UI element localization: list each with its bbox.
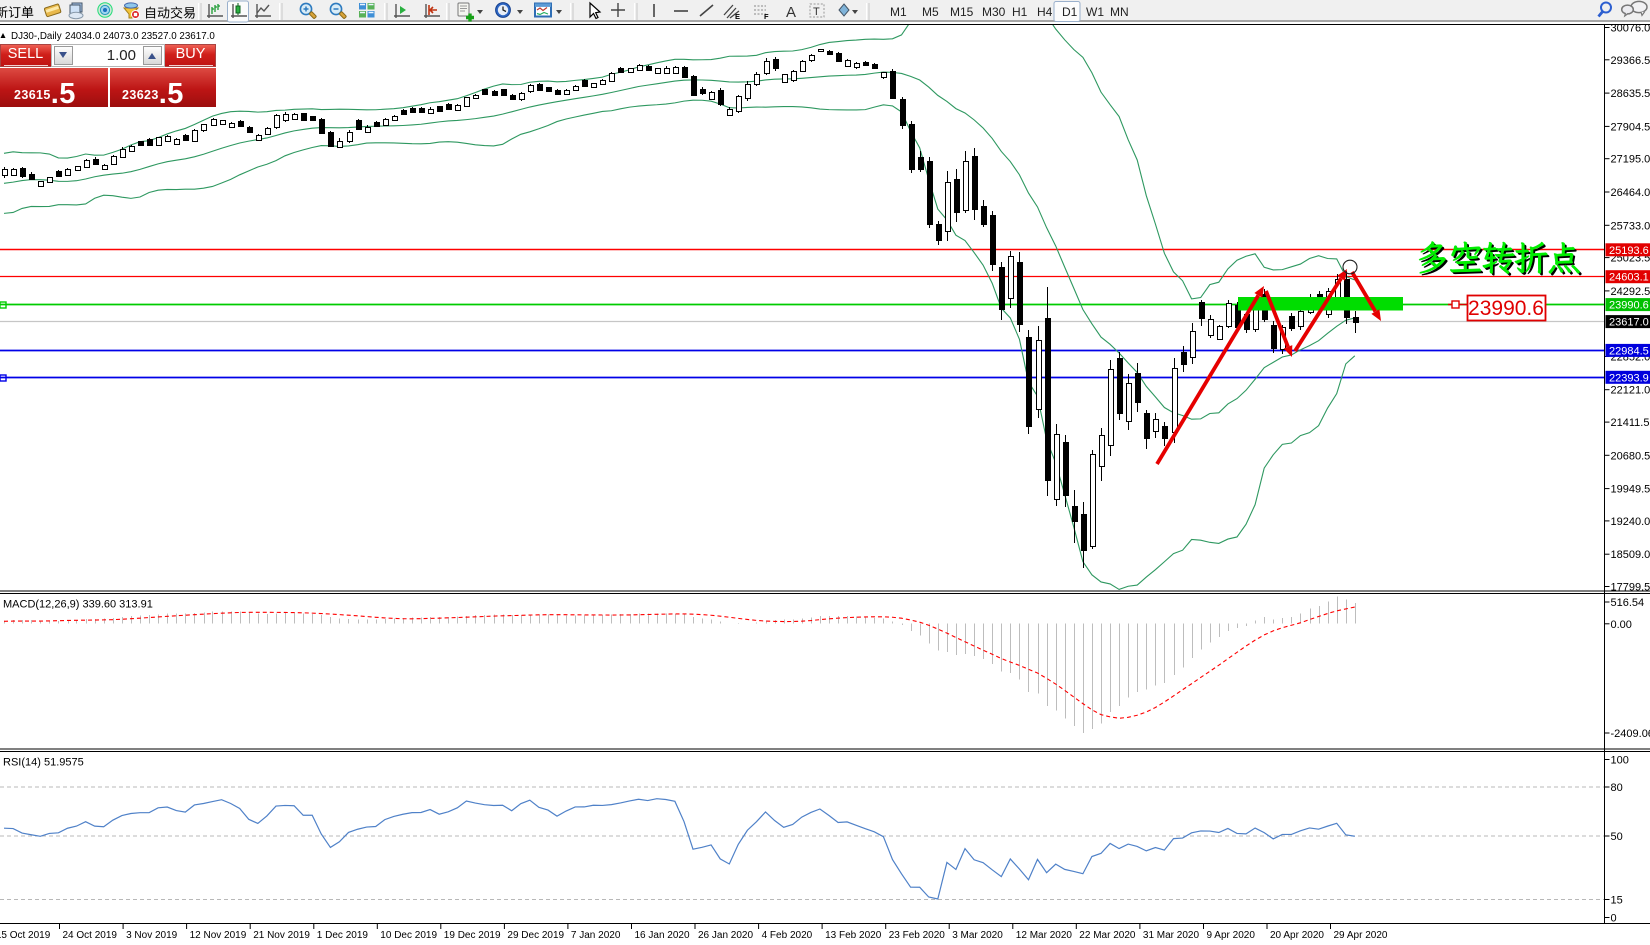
svg-text:27195.0: 27195.0 <box>1611 154 1650 166</box>
svg-text:4 Feb 2020: 4 Feb 2020 <box>762 930 813 941</box>
svg-text:MACD(12,26,9) 339.60 313.91: MACD(12,26,9) 339.60 313.91 <box>3 599 153 611</box>
svg-text:3 Nov 2019: 3 Nov 2019 <box>126 930 178 941</box>
svg-text:17799.5: 17799.5 <box>1611 582 1650 594</box>
svg-text:-2409.06: -2409.06 <box>1611 728 1650 740</box>
svg-text:22 Mar 2020: 22 Mar 2020 <box>1079 930 1136 941</box>
svg-text:24034.0 24073.0 23527.0 23617.: 24034.0 24073.0 23527.0 23617.0 <box>65 31 215 42</box>
svg-text:26464.0: 26464.0 <box>1611 187 1650 199</box>
svg-text:22393.9: 22393.9 <box>1609 372 1649 384</box>
svg-text:26 Jan 2020: 26 Jan 2020 <box>698 930 753 941</box>
svg-text:29366.5: 29366.5 <box>1611 55 1650 67</box>
svg-text:F: F <box>764 12 769 21</box>
svg-text:M5: M5 <box>922 5 939 19</box>
svg-text:H4: H4 <box>1037 5 1053 19</box>
svg-text:W1: W1 <box>1086 5 1104 19</box>
svg-text:25733.0: 25733.0 <box>1611 220 1650 232</box>
svg-text:15 Oct 2019: 15 Oct 2019 <box>0 930 51 941</box>
svg-text:20 Apr 2020: 20 Apr 2020 <box>1270 930 1324 941</box>
svg-text:100: 100 <box>1611 755 1629 767</box>
svg-text:D1: D1 <box>1062 5 1078 19</box>
svg-text:23 Feb 2020: 23 Feb 2020 <box>889 930 946 941</box>
svg-text:19 Dec 2019: 19 Dec 2019 <box>444 930 501 941</box>
svg-text:29 Dec 2019: 29 Dec 2019 <box>507 930 564 941</box>
svg-text:18509.0: 18509.0 <box>1611 549 1650 561</box>
svg-text:16 Jan 2020: 16 Jan 2020 <box>635 930 690 941</box>
svg-text:21411.5: 21411.5 <box>1611 417 1650 429</box>
svg-text:23990.6: 23990.6 <box>1468 297 1544 320</box>
svg-text:1 Dec 2019: 1 Dec 2019 <box>317 930 369 941</box>
svg-text:M30: M30 <box>982 5 1006 19</box>
svg-text:10 Dec 2019: 10 Dec 2019 <box>380 930 437 941</box>
svg-text:23617.0: 23617.0 <box>1609 317 1649 329</box>
svg-text:A: A <box>786 4 796 21</box>
svg-text:E: E <box>735 12 740 21</box>
svg-text:22984.5: 22984.5 <box>1609 345 1649 357</box>
svg-text:27904.5: 27904.5 <box>1611 121 1650 133</box>
svg-text:13 Feb 2020: 13 Feb 2020 <box>825 930 882 941</box>
svg-text:24292.5: 24292.5 <box>1611 286 1650 298</box>
svg-text:29 Apr 2020: 29 Apr 2020 <box>1334 930 1388 941</box>
svg-text:0.00: 0.00 <box>1611 619 1632 631</box>
svg-text:80: 80 <box>1611 782 1623 794</box>
svg-text:DJ30-,Daily: DJ30-,Daily <box>11 31 62 42</box>
svg-text:19240.0: 19240.0 <box>1611 516 1650 528</box>
svg-text:28635.5: 28635.5 <box>1611 88 1650 100</box>
svg-text:T: T <box>813 6 820 18</box>
svg-text:516.54: 516.54 <box>1611 597 1645 609</box>
svg-text:0: 0 <box>1611 913 1617 925</box>
svg-text:21 Nov 2019: 21 Nov 2019 <box>253 930 310 941</box>
svg-text:12 Nov 2019: 12 Nov 2019 <box>190 930 247 941</box>
svg-text:3 Mar 2020: 3 Mar 2020 <box>952 930 1003 941</box>
svg-text:20680.5: 20680.5 <box>1611 450 1650 462</box>
svg-text:H1: H1 <box>1012 5 1028 19</box>
svg-text:9 Apr 2020: 9 Apr 2020 <box>1207 930 1256 941</box>
svg-text:19949.5: 19949.5 <box>1611 484 1650 496</box>
svg-text:M15: M15 <box>950 5 974 19</box>
svg-text:24603.1: 24603.1 <box>1609 272 1649 284</box>
svg-text:30076.0: 30076.0 <box>1611 23 1650 35</box>
svg-text:15: 15 <box>1611 895 1623 907</box>
svg-text:50: 50 <box>1611 831 1623 843</box>
svg-text:31 Mar 2020: 31 Mar 2020 <box>1143 930 1200 941</box>
svg-text:7 Jan 2020: 7 Jan 2020 <box>571 930 621 941</box>
svg-text:12 Mar 2020: 12 Mar 2020 <box>1016 930 1073 941</box>
svg-text:MN: MN <box>1110 5 1129 19</box>
svg-text:RSI(14) 51.9575: RSI(14) 51.9575 <box>3 757 84 769</box>
svg-text:25193.6: 25193.6 <box>1609 245 1649 257</box>
svg-text:22121.0: 22121.0 <box>1611 385 1650 397</box>
svg-text:24 Oct 2019: 24 Oct 2019 <box>63 930 118 941</box>
svg-text:23990.6: 23990.6 <box>1609 300 1649 312</box>
svg-text:M1: M1 <box>890 5 907 19</box>
